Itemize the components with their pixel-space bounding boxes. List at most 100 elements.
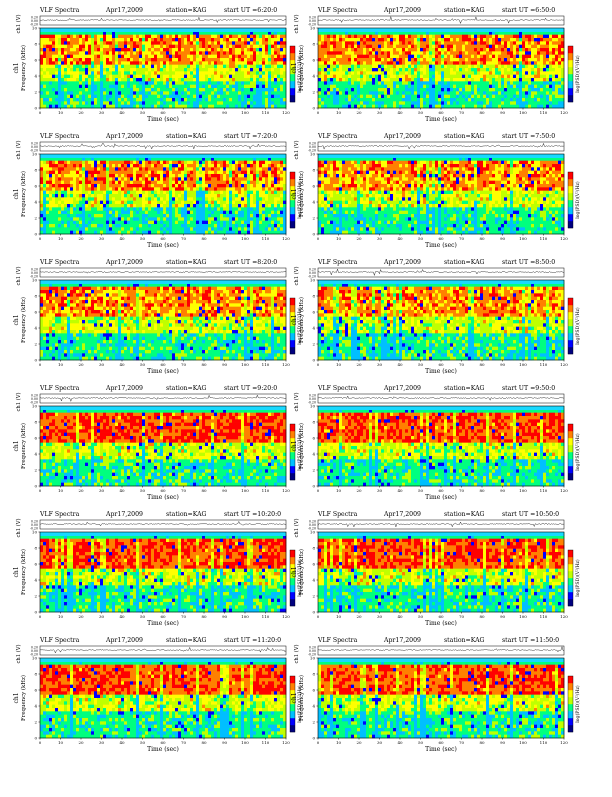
heatmap-cell [145, 91, 148, 95]
heatmap-cell [552, 45, 555, 49]
heatmap-cell [399, 68, 402, 72]
heatmap-cell [67, 181, 70, 185]
heatmap-cell [142, 201, 145, 205]
heatmap-cell [408, 68, 411, 72]
heatmap-cell [333, 65, 336, 69]
heatmap-cell [432, 61, 435, 65]
heatmap-cell [342, 41, 345, 45]
heatmap-cell [247, 38, 250, 42]
heatmap-cell [64, 55, 67, 59]
heatmap-cell [223, 101, 226, 105]
heatmap-cell [471, 101, 474, 105]
heatmap-cell [471, 55, 474, 59]
heatmap-cell [259, 35, 262, 39]
heatmap-cell [217, 85, 220, 89]
panel-title-station: station=KAG [444, 7, 485, 14]
heatmap-cell [468, 85, 471, 89]
heatmap-cell [450, 51, 453, 55]
heatmap-cell [354, 45, 357, 49]
heatmap-cell [79, 204, 82, 208]
heatmap-cell [441, 91, 444, 95]
heatmap-cell [393, 88, 396, 92]
heatmap-cell [166, 38, 169, 42]
heatmap-cell [151, 85, 154, 89]
heatmap-cell [381, 78, 384, 82]
heatmap-cell [534, 38, 537, 42]
heatmap-cell [178, 48, 181, 52]
heatmap-cell [85, 167, 88, 171]
heatmap-cell [423, 91, 426, 95]
heatmap-cell [202, 55, 205, 59]
panel-start-ut: start UT =6:20:0 [224, 7, 277, 14]
heatmap-cell [124, 45, 127, 49]
heatmap-cell [94, 71, 97, 75]
heatmap-cell [211, 81, 214, 85]
heatmap-cell [253, 71, 256, 75]
heatmap-cell [52, 65, 55, 69]
heatmap-cell [79, 85, 82, 89]
heatmap-cell [426, 85, 429, 89]
heatmap-cell [76, 161, 79, 165]
heatmap-cell [247, 55, 250, 59]
heatmap-cell [178, 85, 181, 89]
heatmap-cell [369, 98, 372, 102]
heatmap-cell [154, 95, 157, 99]
heatmap-cell [351, 98, 354, 102]
heatmap-cell [142, 161, 145, 165]
heatmap-cell [477, 71, 480, 75]
heatmap-cell [94, 48, 97, 52]
heatmap-cell [387, 101, 390, 105]
heatmap-cell [82, 51, 85, 55]
heatmap-cell [130, 174, 133, 178]
heatmap-cell [139, 38, 142, 42]
heatmap-cell [103, 224, 106, 228]
heatmap-cell [327, 58, 330, 62]
heatmap-cell [429, 91, 432, 95]
heatmap-cell [489, 78, 492, 82]
heatmap-cell [154, 51, 157, 55]
heatmap-cell [226, 71, 229, 75]
heatmap-cell [459, 68, 462, 72]
heatmap-cell [429, 75, 432, 79]
heatmap-cell [109, 98, 112, 102]
heatmap-cell [474, 61, 477, 65]
heatmap-cell [450, 38, 453, 42]
heatmap-cell [429, 95, 432, 99]
heatmap-cell [543, 81, 546, 85]
heatmap-cell [555, 65, 558, 69]
heatmap-cell [118, 38, 121, 42]
heatmap-cell [468, 68, 471, 72]
heatmap-cell [537, 91, 540, 95]
heatmap-cell [405, 78, 408, 82]
heatmap-cell [253, 88, 256, 92]
heatmap-cell [528, 38, 531, 42]
heatmap-cell [330, 88, 333, 92]
heatmap-cell [70, 187, 73, 191]
heatmap-cell [411, 71, 414, 75]
heatmap-cell [217, 68, 220, 72]
heatmap-cell [163, 58, 166, 62]
heatmap-cell [67, 51, 70, 55]
heatmap-cell [369, 91, 372, 95]
heatmap-cell [504, 35, 507, 39]
heatmap-cell [196, 51, 199, 55]
heatmap-cell [79, 81, 82, 85]
heatmap-cell [414, 101, 417, 105]
heatmap-cell [441, 48, 444, 52]
heatmap-cell [97, 41, 100, 45]
heatmap-cell [366, 61, 369, 65]
heatmap-cell [124, 187, 127, 191]
heatmap-cell [489, 91, 492, 95]
heatmap-cell [70, 51, 73, 55]
heatmap-cell [43, 181, 46, 185]
heatmap-cell [531, 41, 534, 45]
heatmap-cell [489, 98, 492, 102]
heatmap-cell [528, 78, 531, 82]
heatmap-cell [103, 164, 106, 168]
heatmap-cell [112, 211, 115, 215]
heatmap-cell [558, 58, 561, 62]
heatmap-cell [100, 85, 103, 89]
heatmap-cell [193, 101, 196, 105]
heatmap-cell [229, 71, 232, 75]
heatmap-cell [468, 81, 471, 85]
